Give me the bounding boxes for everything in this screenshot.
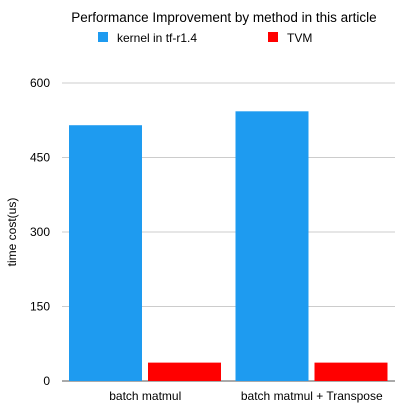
- bar-tvm-2: [314, 362, 388, 381]
- x-category-label: batch matmul + Transpose: [241, 389, 383, 403]
- y-axis-label: time cost(us): [5, 198, 19, 267]
- bar-tvm-1: [148, 362, 221, 381]
- y-tick-labels: 0 150 300 450 600: [30, 76, 50, 388]
- y-tick-label: 450: [30, 151, 50, 165]
- y-tick-label: 150: [30, 300, 50, 314]
- legend-label-kernel: kernel in tf-r1.4: [117, 31, 197, 45]
- chart-title: Performance Improvement by method in thi…: [71, 10, 376, 25]
- legend-swatch-tvm: [268, 32, 278, 42]
- y-tick-label: 600: [30, 76, 50, 90]
- legend: kernel in tf-r1.4 TVM: [98, 31, 312, 45]
- bar-kernel-1: [69, 125, 142, 381]
- y-tick-label: 0: [43, 374, 50, 388]
- bar-kernel-2: [235, 111, 309, 381]
- y-tick-label: 300: [30, 225, 50, 239]
- bars: [69, 111, 388, 381]
- legend-swatch-kernel: [98, 32, 108, 42]
- x-category-label: batch matmul: [109, 389, 181, 403]
- x-category-labels: batch matmul batch matmul + Transpose: [109, 389, 383, 403]
- legend-label-tvm: TVM: [287, 31, 312, 45]
